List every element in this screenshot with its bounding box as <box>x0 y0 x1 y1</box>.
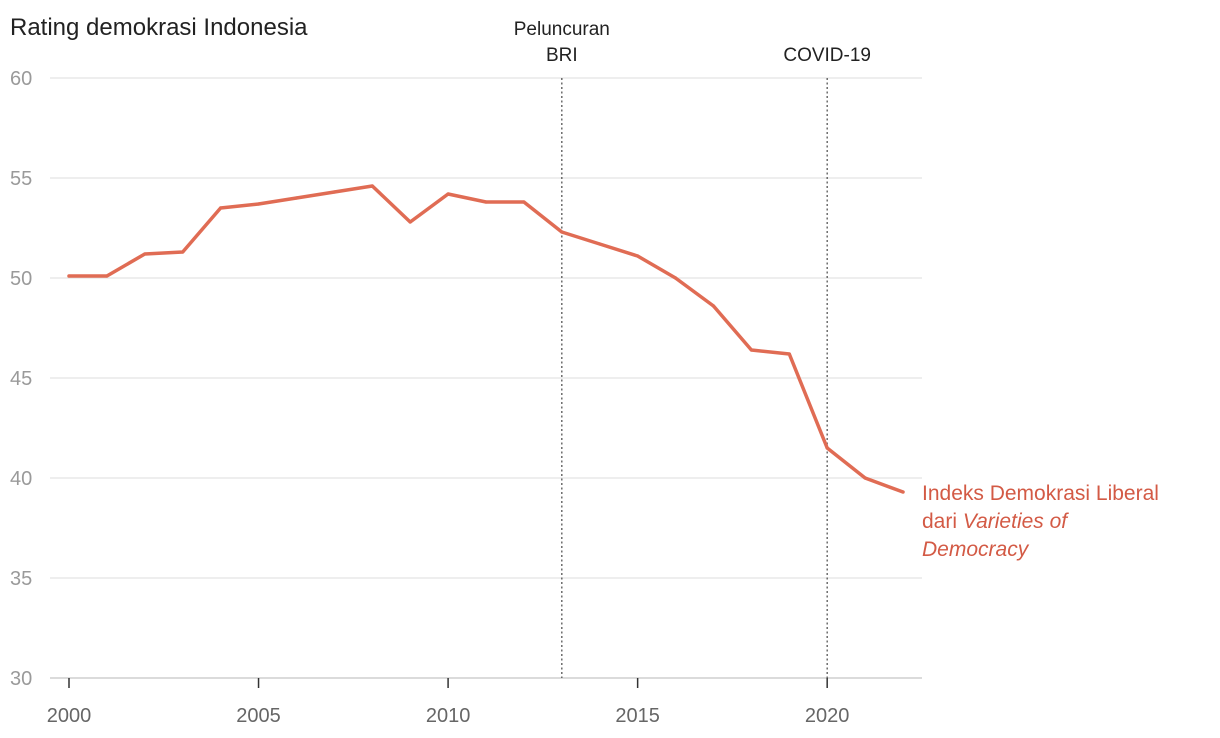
data-point-2019 <box>787 352 791 356</box>
chart-title: Rating demokrasi Indonesia <box>10 14 308 41</box>
y-tick-label-45: 45 <box>10 368 32 390</box>
annotation-label-2013-line1: Peluncuran <box>514 19 610 40</box>
x-tick-label-2005: 2005 <box>236 705 281 727</box>
series-label: Indeks Demokrasi Liberal dari Varieties o… <box>922 482 1159 561</box>
y-tick-label-55: 55 <box>10 168 32 190</box>
data-point-2022 <box>901 490 905 494</box>
data-point-2000 <box>67 274 71 278</box>
annotation-label-2013-line2: BRI <box>546 45 578 66</box>
data-point-2004 <box>219 206 223 210</box>
series-label-line2: dari Varieties of <box>922 510 1069 533</box>
data-point-2005 <box>256 202 261 206</box>
x-tick-label-2020: 2020 <box>805 705 850 727</box>
data-point-2015 <box>636 254 640 258</box>
data-point-2010 <box>446 192 450 196</box>
data-point-2021 <box>863 476 867 480</box>
y-axis: 30 35 40 45 50 55 60 <box>10 68 32 690</box>
y-tick-label-60: 60 <box>10 68 32 90</box>
data-point-2020 <box>825 446 829 450</box>
data-point-2017 <box>711 304 716 308</box>
data-point-2011 <box>484 200 488 204</box>
data-point-2013 <box>560 230 564 234</box>
gridlines <box>50 77 922 679</box>
data-point-2014 <box>598 242 602 246</box>
x-tick-label-2000: 2000 <box>47 705 92 727</box>
series-line <box>67 184 905 494</box>
data-point-2002 <box>143 252 147 256</box>
series-label-dari: dari <box>922 510 963 533</box>
data-point-2003 <box>181 250 185 254</box>
x-tick-label-2010: 2010 <box>426 705 471 727</box>
y-tick-label-40: 40 <box>10 468 32 490</box>
data-point-2018 <box>749 348 753 352</box>
data-point-2001 <box>105 274 109 278</box>
annotation-label-2020-line2: COVID-19 <box>783 45 871 66</box>
data-point-2016 <box>673 276 678 280</box>
x-axis: 2000 2005 2010 2015 2020 <box>47 678 850 727</box>
data-point-2006 <box>294 196 299 200</box>
series-label-line3: Democracy <box>922 538 1030 561</box>
y-tick-label-30: 30 <box>10 668 32 690</box>
data-point-2008 <box>370 184 374 188</box>
event-annotations: Peluncuran BRI COVID-19 <box>514 19 871 678</box>
x-tick-label-2015: 2015 <box>615 705 660 727</box>
data-point-2009 <box>408 220 412 224</box>
data-point-2007 <box>332 190 336 194</box>
series-group <box>67 184 905 494</box>
y-tick-label-50: 50 <box>10 268 32 290</box>
series-label-line1: Indeks Demokrasi Liberal <box>922 482 1159 505</box>
y-tick-label-35: 35 <box>10 568 32 590</box>
data-point-2012 <box>522 200 526 204</box>
series-label-varieties: Varieties of <box>963 510 1069 533</box>
